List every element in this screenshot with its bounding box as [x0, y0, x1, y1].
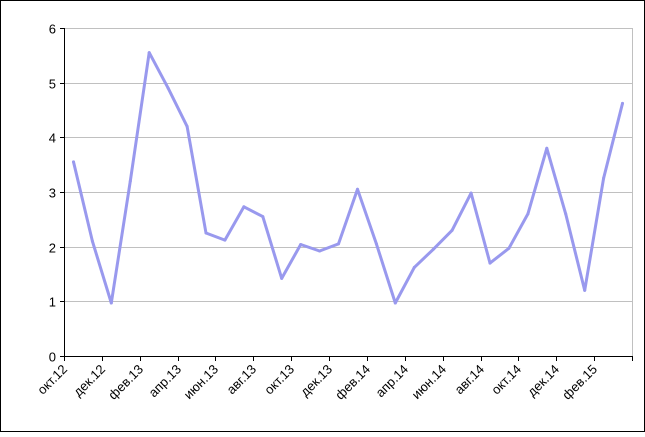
y-tick-label: 0: [49, 350, 56, 365]
data-point: [469, 191, 473, 195]
data-point: [299, 243, 303, 246]
y-tick-label: 4: [49, 131, 56, 146]
data-point: [507, 246, 511, 250]
data-point: [621, 101, 624, 105]
data-point: [356, 187, 359, 191]
data-point: [72, 160, 75, 164]
series-line-0: [72, 51, 624, 305]
y-tick-label: 5: [49, 77, 56, 92]
data-point: [185, 124, 189, 128]
data-point: [488, 261, 492, 265]
data-point: [337, 242, 340, 246]
data-point: [583, 288, 587, 292]
data-point: [318, 249, 322, 253]
data-point: [147, 51, 151, 55]
data-point: [431, 247, 435, 251]
data-point: [450, 228, 454, 232]
y-tick-label: 6: [49, 22, 56, 37]
data-point: [374, 242, 378, 246]
data-point: [602, 176, 606, 180]
data-point: [280, 276, 284, 280]
data-point: [242, 205, 246, 209]
data-point: [223, 238, 227, 242]
data-point: [128, 179, 132, 183]
data-point: [393, 301, 397, 305]
data-point: [526, 212, 530, 216]
data-point: [412, 265, 416, 269]
data-point: [545, 146, 549, 150]
data-point: [109, 301, 113, 305]
data-point: [564, 212, 568, 216]
data-point: [204, 231, 208, 235]
y-tick-label: 3: [49, 186, 56, 201]
series-layer: [72, 51, 624, 305]
data-point: [90, 239, 94, 243]
data-point: [166, 86, 170, 90]
data-point: [261, 215, 265, 219]
axes: [60, 28, 633, 361]
y-tick-label: 1: [49, 295, 56, 310]
gridlines: [64, 28, 633, 356]
y-tick-label: 2: [49, 241, 56, 256]
